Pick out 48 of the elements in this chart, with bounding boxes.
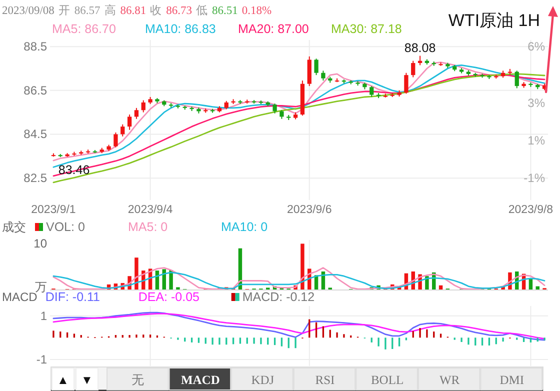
text: MA5: 0 (128, 220, 168, 234)
text: 万 (35, 280, 47, 294)
y-tick-label: 82.5 (24, 171, 48, 186)
text: 高 (104, 3, 116, 17)
text: KDJ (251, 373, 274, 387)
text: BOLL (370, 373, 404, 387)
text: MA10: 86.83 (145, 22, 216, 36)
y-tick-label: 84.5 (24, 127, 48, 142)
legend-label: VOL: 0 (46, 220, 85, 234)
text: 收 (150, 4, 162, 17)
text: 10 (34, 236, 48, 251)
text: MA10: 0 (221, 220, 268, 234)
text: 无 (132, 373, 145, 387)
text: MA30: 87.18 (331, 22, 402, 36)
text: ▲ (57, 373, 69, 387)
text: 86.73 (166, 5, 192, 17)
text: 0.18% (242, 5, 272, 17)
y2-tick-label: 3% (528, 96, 546, 110)
annotation: 88.08 (404, 40, 436, 55)
text: MA5: 86.70 (52, 22, 116, 36)
text: WR (440, 373, 460, 387)
text: 86.81 (120, 5, 146, 17)
series-label: DIF: -0.11 (45, 290, 100, 304)
text: 86.51 (212, 5, 238, 17)
text: 开 (58, 4, 70, 17)
x-tick-label: 2023/9/8 (508, 204, 554, 216)
y2-tick-label: 1% (528, 133, 546, 148)
x-tick-label: 2023/9/4 (128, 204, 174, 216)
y-tick-label: 86.5 (24, 83, 48, 98)
text: MA20: 87.00 (238, 22, 309, 36)
series-label: DEA: -0.05 (138, 290, 200, 304)
text: 86.57 (74, 5, 101, 17)
y-tick-label: -1 (36, 352, 48, 366)
text: 低 (196, 4, 208, 17)
y2-tick-label: -1% (524, 171, 546, 186)
text: 2023/09/08 (2, 5, 55, 17)
text: DMI (500, 373, 524, 387)
y-tick-label: 88.5 (24, 40, 48, 54)
text: MACD (180, 373, 220, 387)
y-tick-label: 1 (40, 308, 48, 323)
y2-tick-label: 6% (528, 40, 546, 54)
x-tick-label: 2023/9/6 (286, 204, 332, 216)
legend-label: MACD: -0.12 (242, 290, 315, 304)
y-axis-title: 成交 (2, 220, 26, 234)
x-tick-label: 2023/9/1 (31, 204, 76, 216)
text: RSI (315, 373, 335, 387)
chart-title: WTI原油 1H (448, 11, 540, 30)
text: ▼ (81, 373, 93, 387)
